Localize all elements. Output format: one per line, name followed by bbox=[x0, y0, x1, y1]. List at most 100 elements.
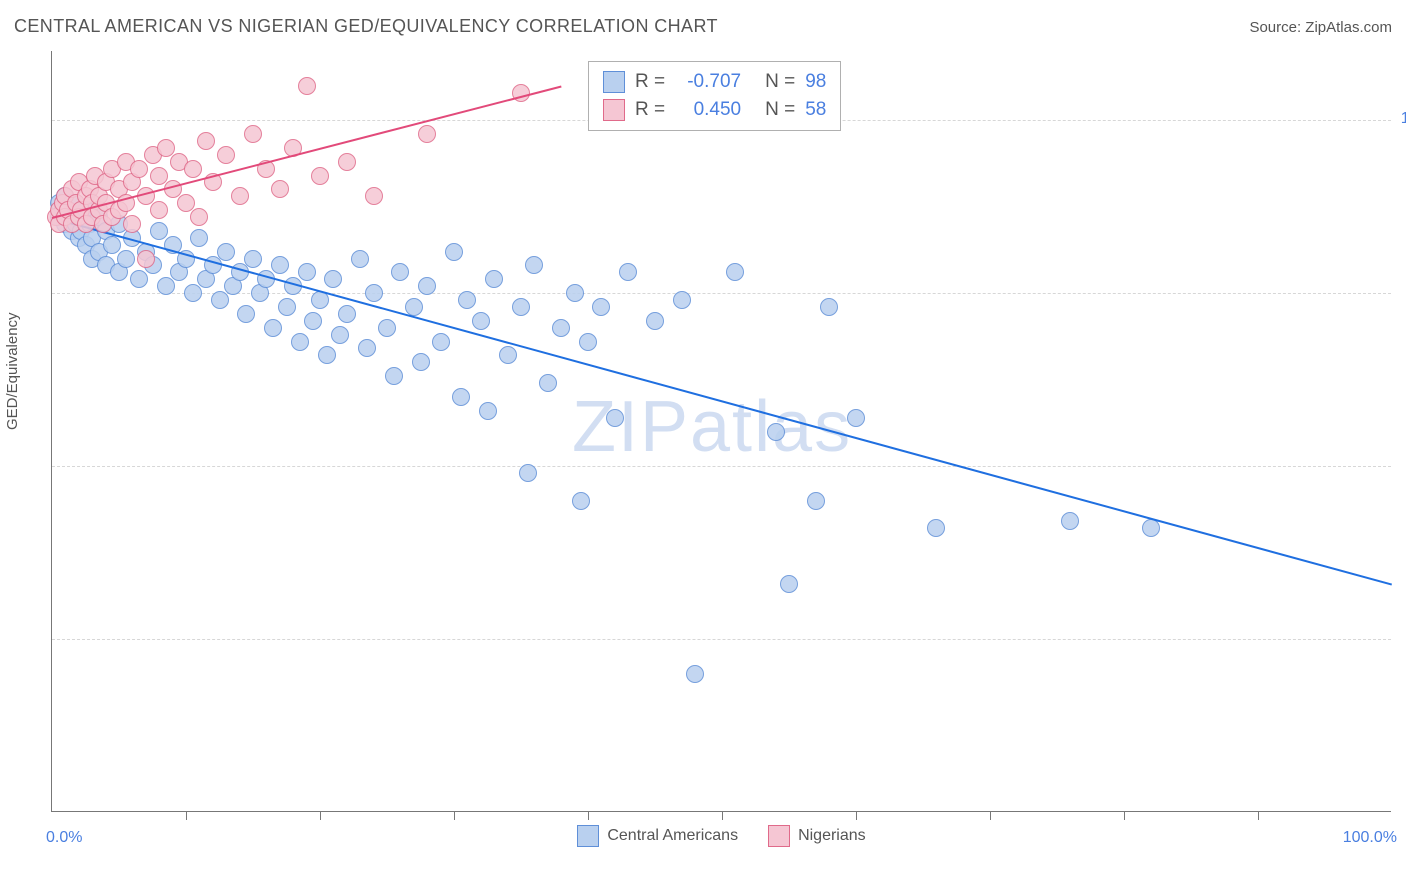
scatter-point-central_americans bbox=[278, 298, 296, 316]
chart-plot-area: ZIPatlas Central AmericansNigerians 25.0… bbox=[51, 51, 1391, 812]
y-tick-label: 50.0% bbox=[1395, 456, 1406, 474]
legend-swatch bbox=[577, 825, 599, 847]
legend-swatch bbox=[603, 99, 625, 121]
legend-stats-row-central_americans: R = -0.707 N = 98 bbox=[603, 68, 826, 96]
scatter-point-central_americans bbox=[807, 492, 825, 510]
x-axis-label: 100.0% bbox=[1343, 829, 1397, 847]
scatter-point-central_americans bbox=[552, 319, 570, 337]
scatter-point-central_americans bbox=[452, 388, 470, 406]
x-tick bbox=[454, 811, 455, 820]
legend-label: Central Americans bbox=[607, 827, 738, 845]
scatter-point-central_americans bbox=[847, 409, 865, 427]
legend-N-label: N = bbox=[765, 68, 795, 96]
scatter-point-central_americans bbox=[418, 277, 436, 295]
legend-swatch bbox=[768, 825, 790, 847]
scatter-point-central_americans bbox=[318, 346, 336, 364]
gridline-h bbox=[52, 466, 1391, 467]
scatter-point-central_americans bbox=[244, 250, 262, 268]
legend-stats-row-nigerians: R =0.450N =58 bbox=[603, 96, 826, 124]
chart-title: CENTRAL AMERICAN VS NIGERIAN GED/EQUIVAL… bbox=[14, 16, 718, 37]
scatter-point-nigerians bbox=[190, 208, 208, 226]
x-tick bbox=[1258, 811, 1259, 820]
y-axis-title: GED/Equivalency bbox=[4, 312, 21, 430]
scatter-point-nigerians bbox=[365, 187, 383, 205]
watermark-bold: ZIP bbox=[572, 387, 690, 467]
legend-R-value: -0.707 bbox=[675, 68, 741, 96]
scatter-point-central_americans bbox=[686, 665, 704, 683]
legend-N-value: 98 bbox=[805, 68, 826, 96]
scatter-point-nigerians bbox=[311, 167, 329, 185]
scatter-point-central_americans bbox=[472, 312, 490, 330]
scatter-point-nigerians bbox=[184, 160, 202, 178]
scatter-point-central_americans bbox=[432, 333, 450, 351]
scatter-point-central_americans bbox=[820, 298, 838, 316]
scatter-point-central_americans bbox=[479, 402, 497, 420]
scatter-point-central_americans bbox=[499, 346, 517, 364]
scatter-point-nigerians bbox=[130, 160, 148, 178]
header-bar: CENTRAL AMERICAN VS NIGERIAN GED/EQUIVAL… bbox=[14, 16, 1392, 37]
legend-stats-box: R = -0.707 N = 98R = 0.450 N = 58 bbox=[588, 61, 841, 131]
scatter-point-central_americans bbox=[351, 250, 369, 268]
scatter-point-central_americans bbox=[264, 319, 282, 337]
y-tick-label: 75.0% bbox=[1395, 283, 1406, 301]
legend-R-label: R = bbox=[635, 68, 665, 96]
x-tick bbox=[588, 811, 589, 820]
scatter-point-central_americans bbox=[391, 263, 409, 281]
scatter-point-central_americans bbox=[726, 263, 744, 281]
scatter-point-central_americans bbox=[485, 270, 503, 288]
scatter-point-central_americans bbox=[358, 339, 376, 357]
legend-N-label: N = bbox=[765, 96, 795, 124]
scatter-point-central_americans bbox=[291, 333, 309, 351]
scatter-point-central_americans bbox=[767, 423, 785, 441]
scatter-point-nigerians bbox=[418, 125, 436, 143]
scatter-point-central_americans bbox=[445, 243, 463, 261]
scatter-point-central_americans bbox=[1142, 519, 1160, 537]
scatter-point-central_americans bbox=[324, 270, 342, 288]
scatter-point-central_americans bbox=[217, 243, 235, 261]
scatter-point-central_americans bbox=[338, 305, 356, 323]
scatter-point-central_americans bbox=[378, 319, 396, 337]
x-tick bbox=[856, 811, 857, 820]
scatter-point-central_americans bbox=[619, 263, 637, 281]
legend-label: Nigerians bbox=[798, 827, 866, 845]
legend-N-value: 58 bbox=[805, 96, 826, 124]
legend-swatch bbox=[603, 71, 625, 93]
scatter-point-nigerians bbox=[150, 201, 168, 219]
source-label: Source: ZipAtlas.com bbox=[1249, 19, 1392, 36]
scatter-point-central_americans bbox=[271, 256, 289, 274]
scatter-point-central_americans bbox=[184, 284, 202, 302]
scatter-point-central_americans bbox=[606, 409, 624, 427]
y-tick-label: 25.0% bbox=[1395, 629, 1406, 647]
scatter-point-nigerians bbox=[197, 132, 215, 150]
scatter-point-central_americans bbox=[592, 298, 610, 316]
scatter-point-central_americans bbox=[572, 492, 590, 510]
scatter-point-central_americans bbox=[304, 312, 322, 330]
x-tick bbox=[320, 811, 321, 820]
scatter-point-central_americans bbox=[1061, 512, 1079, 530]
scatter-point-central_americans bbox=[458, 291, 476, 309]
legend-bottom: Central Americans Nigerians bbox=[52, 825, 1391, 847]
x-tick bbox=[1124, 811, 1125, 820]
scatter-point-central_americans bbox=[525, 256, 543, 274]
y-tick-label: 100.0% bbox=[1395, 110, 1406, 128]
scatter-point-central_americans bbox=[673, 291, 691, 309]
scatter-point-nigerians bbox=[271, 180, 289, 198]
trend-line-central_americans bbox=[52, 217, 1393, 586]
scatter-point-central_americans bbox=[298, 263, 316, 281]
scatter-point-central_americans bbox=[331, 326, 349, 344]
x-axis-label: 0.0% bbox=[46, 829, 82, 847]
scatter-point-nigerians bbox=[244, 125, 262, 143]
scatter-point-nigerians bbox=[231, 187, 249, 205]
x-tick bbox=[990, 811, 991, 820]
scatter-point-nigerians bbox=[217, 146, 235, 164]
scatter-point-central_americans bbox=[117, 250, 135, 268]
scatter-point-central_americans bbox=[211, 291, 229, 309]
scatter-point-central_americans bbox=[539, 374, 557, 392]
legend-R-value: 0.450 bbox=[675, 96, 741, 124]
scatter-point-central_americans bbox=[780, 575, 798, 593]
legend-item-nigerians: Nigerians bbox=[768, 825, 866, 847]
scatter-point-central_americans bbox=[365, 284, 383, 302]
legend-item-central_americans: Central Americans bbox=[577, 825, 738, 847]
scatter-point-central_americans bbox=[190, 229, 208, 247]
scatter-point-central_americans bbox=[566, 284, 584, 302]
